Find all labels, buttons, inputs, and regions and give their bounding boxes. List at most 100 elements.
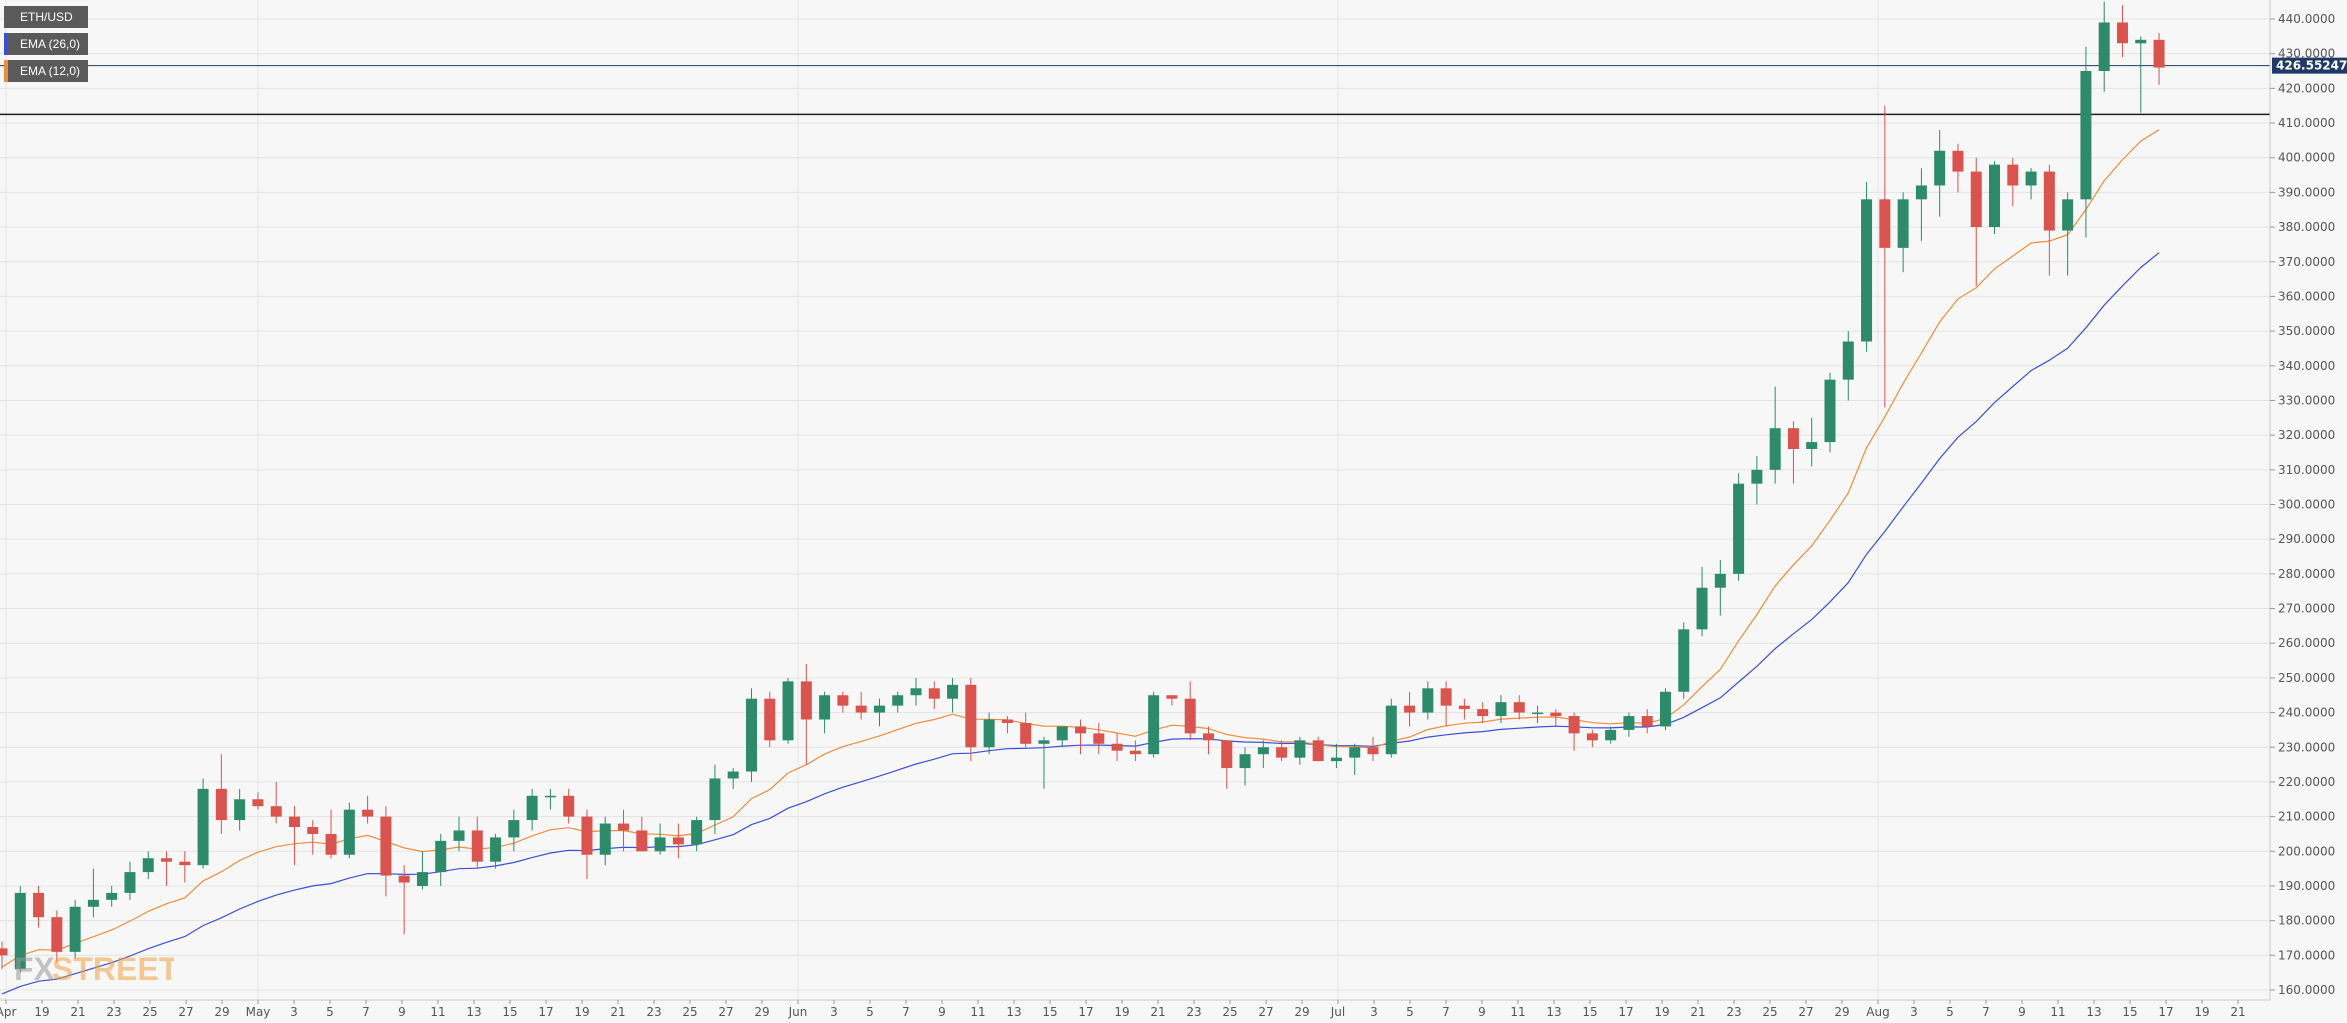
candle xyxy=(380,806,392,897)
candle xyxy=(252,792,264,810)
candle-body xyxy=(2043,171,2055,231)
legend-ema-26[interactable]: EMA (26,0) xyxy=(4,33,88,55)
legend-symbol[interactable]: ETH/USD xyxy=(4,6,88,28)
candle-body xyxy=(1952,150,1964,172)
x-tick-label: 3 xyxy=(290,1005,298,1019)
candle-body xyxy=(2135,39,2147,44)
candle-body xyxy=(0,948,8,956)
x-tick-label: 27 xyxy=(1798,1005,1813,1019)
candle-body xyxy=(1641,716,1653,727)
candle-body xyxy=(1020,722,1032,744)
candle-body xyxy=(1586,733,1598,741)
candle xyxy=(69,899,81,959)
x-tick-label: 17 xyxy=(2158,1005,2173,1019)
candle xyxy=(343,802,355,859)
x-tick-label: 19 xyxy=(1114,1005,1129,1019)
candle xyxy=(672,823,684,859)
candle-body xyxy=(1769,428,1781,470)
x-tick-label: 27 xyxy=(718,1005,733,1019)
y-tick-label: 190.0000 xyxy=(2278,879,2335,893)
candle xyxy=(1477,702,1489,723)
candle xyxy=(1202,726,1214,755)
candle-body xyxy=(892,695,904,706)
candle xyxy=(800,664,812,765)
current-price-tag-text: 426.55247 xyxy=(2276,59,2347,73)
candle-body xyxy=(1294,740,1306,758)
x-tick-label: 29 xyxy=(214,1005,229,1019)
y-tick-label: 220.0000 xyxy=(2278,775,2335,789)
candle-body xyxy=(69,906,81,952)
candle-body xyxy=(1221,740,1233,769)
x-tick-label: 3 xyxy=(1370,1005,1378,1019)
x-tick-label: 21 xyxy=(1150,1005,1165,1019)
candle xyxy=(142,851,154,880)
candle xyxy=(1550,709,1562,727)
candle-body xyxy=(544,795,556,798)
y-tick-label: 410.0000 xyxy=(2278,116,2335,130)
candle xyxy=(965,677,977,762)
candle-body xyxy=(1148,695,1160,755)
candle xyxy=(1495,695,1507,723)
x-tick-label: 19 xyxy=(2194,1005,2209,1019)
current-price-tag: 426.55247 xyxy=(2272,57,2347,74)
candle xyxy=(179,851,191,883)
candle-body xyxy=(1093,733,1105,744)
candle xyxy=(1787,421,1799,484)
candle xyxy=(106,885,118,907)
candle xyxy=(234,788,246,831)
chart-grid xyxy=(0,0,2270,1000)
candle xyxy=(855,691,867,720)
candle-body xyxy=(124,872,136,893)
candle xyxy=(1111,733,1123,762)
current-price-tag-bg xyxy=(2272,57,2347,74)
candle xyxy=(124,861,136,900)
candle xyxy=(2080,46,2092,238)
candle-body xyxy=(1166,695,1178,699)
candle-body xyxy=(2098,22,2110,72)
candle xyxy=(453,816,465,852)
candle xyxy=(819,691,831,734)
candle xyxy=(837,691,849,713)
candle xyxy=(1038,736,1050,789)
candle-body xyxy=(398,875,410,883)
candle-body xyxy=(819,695,831,720)
candle xyxy=(1513,695,1525,720)
candle-body xyxy=(1202,733,1214,741)
candle-body xyxy=(2080,71,2092,200)
x-axis: Apr 19 21 23 25 27 29 May 3 5 7 9 11 13 15 17 19 21 23 25 27… xyxy=(0,999,2270,1019)
candle xyxy=(1330,743,1342,769)
candle xyxy=(910,677,922,706)
x-tick-label: 19 xyxy=(34,1005,49,1019)
x-tick-label: 19 xyxy=(1654,1005,1669,1019)
x-tick-label: Aug xyxy=(1866,1005,1889,1019)
candle-body xyxy=(2007,164,2019,186)
y-tick-label: 400.0000 xyxy=(2278,151,2335,165)
y-tick-label: 240.0000 xyxy=(2278,706,2335,720)
candle xyxy=(1733,473,1745,581)
candle-body xyxy=(1605,729,1617,741)
x-tick-label: 19 xyxy=(574,1005,589,1019)
x-tick-label: 5 xyxy=(866,1005,874,1019)
candle xyxy=(654,823,666,855)
candle-body xyxy=(910,688,922,696)
candle-body xyxy=(965,684,977,748)
candle-body xyxy=(179,861,191,866)
candle xyxy=(161,851,173,886)
candle xyxy=(1020,712,1032,748)
candle-body xyxy=(1659,691,1671,727)
candle xyxy=(526,788,538,831)
candle-body xyxy=(1001,719,1013,723)
y-tick-label: 200.0000 xyxy=(2278,844,2335,858)
candle-body xyxy=(1623,716,1635,730)
candle-body xyxy=(1312,740,1324,762)
ema-26-path xyxy=(1,252,2160,995)
candle xyxy=(1385,698,1397,758)
candle xyxy=(215,754,227,834)
candle xyxy=(270,781,282,824)
candle-body xyxy=(1038,740,1050,744)
candle xyxy=(1952,143,1964,193)
legend-ema-12[interactable]: EMA (12,0) xyxy=(4,60,88,82)
candle xyxy=(1294,736,1306,765)
candle xyxy=(1659,688,1671,730)
